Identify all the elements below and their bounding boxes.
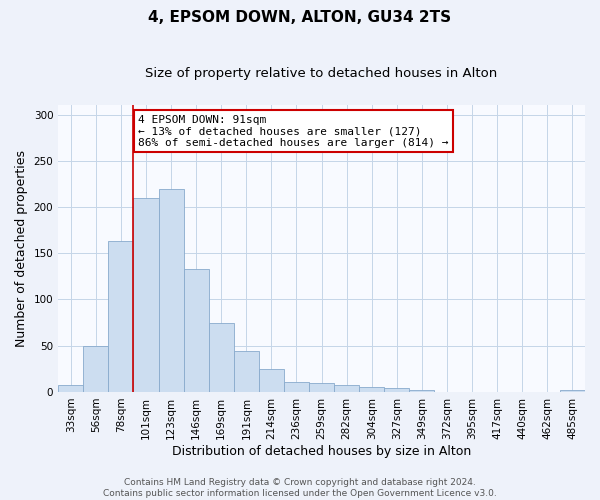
Title: Size of property relative to detached houses in Alton: Size of property relative to detached ho… [145, 68, 498, 80]
Bar [83, 346, 109, 392]
Bar [560, 390, 585, 392]
Bar [158, 188, 184, 392]
Bar [359, 388, 385, 392]
Bar [385, 388, 409, 392]
Bar [409, 390, 434, 392]
Bar [58, 386, 83, 392]
Text: 4 EPSOM DOWN: 91sqm
← 13% of detached houses are smaller (127)
86% of semi-detac: 4 EPSOM DOWN: 91sqm ← 13% of detached ho… [139, 114, 449, 148]
Bar [109, 241, 133, 392]
Bar [334, 384, 359, 392]
Bar [234, 352, 259, 392]
Bar [133, 198, 158, 392]
Bar [309, 382, 334, 392]
Text: 4, EPSOM DOWN, ALTON, GU34 2TS: 4, EPSOM DOWN, ALTON, GU34 2TS [148, 10, 452, 25]
Y-axis label: Number of detached properties: Number of detached properties [15, 150, 28, 347]
Text: Contains HM Land Registry data © Crown copyright and database right 2024.
Contai: Contains HM Land Registry data © Crown c… [103, 478, 497, 498]
Bar [259, 369, 284, 392]
Bar [284, 382, 309, 392]
X-axis label: Distribution of detached houses by size in Alton: Distribution of detached houses by size … [172, 444, 471, 458]
Bar [209, 322, 234, 392]
Bar [184, 269, 209, 392]
